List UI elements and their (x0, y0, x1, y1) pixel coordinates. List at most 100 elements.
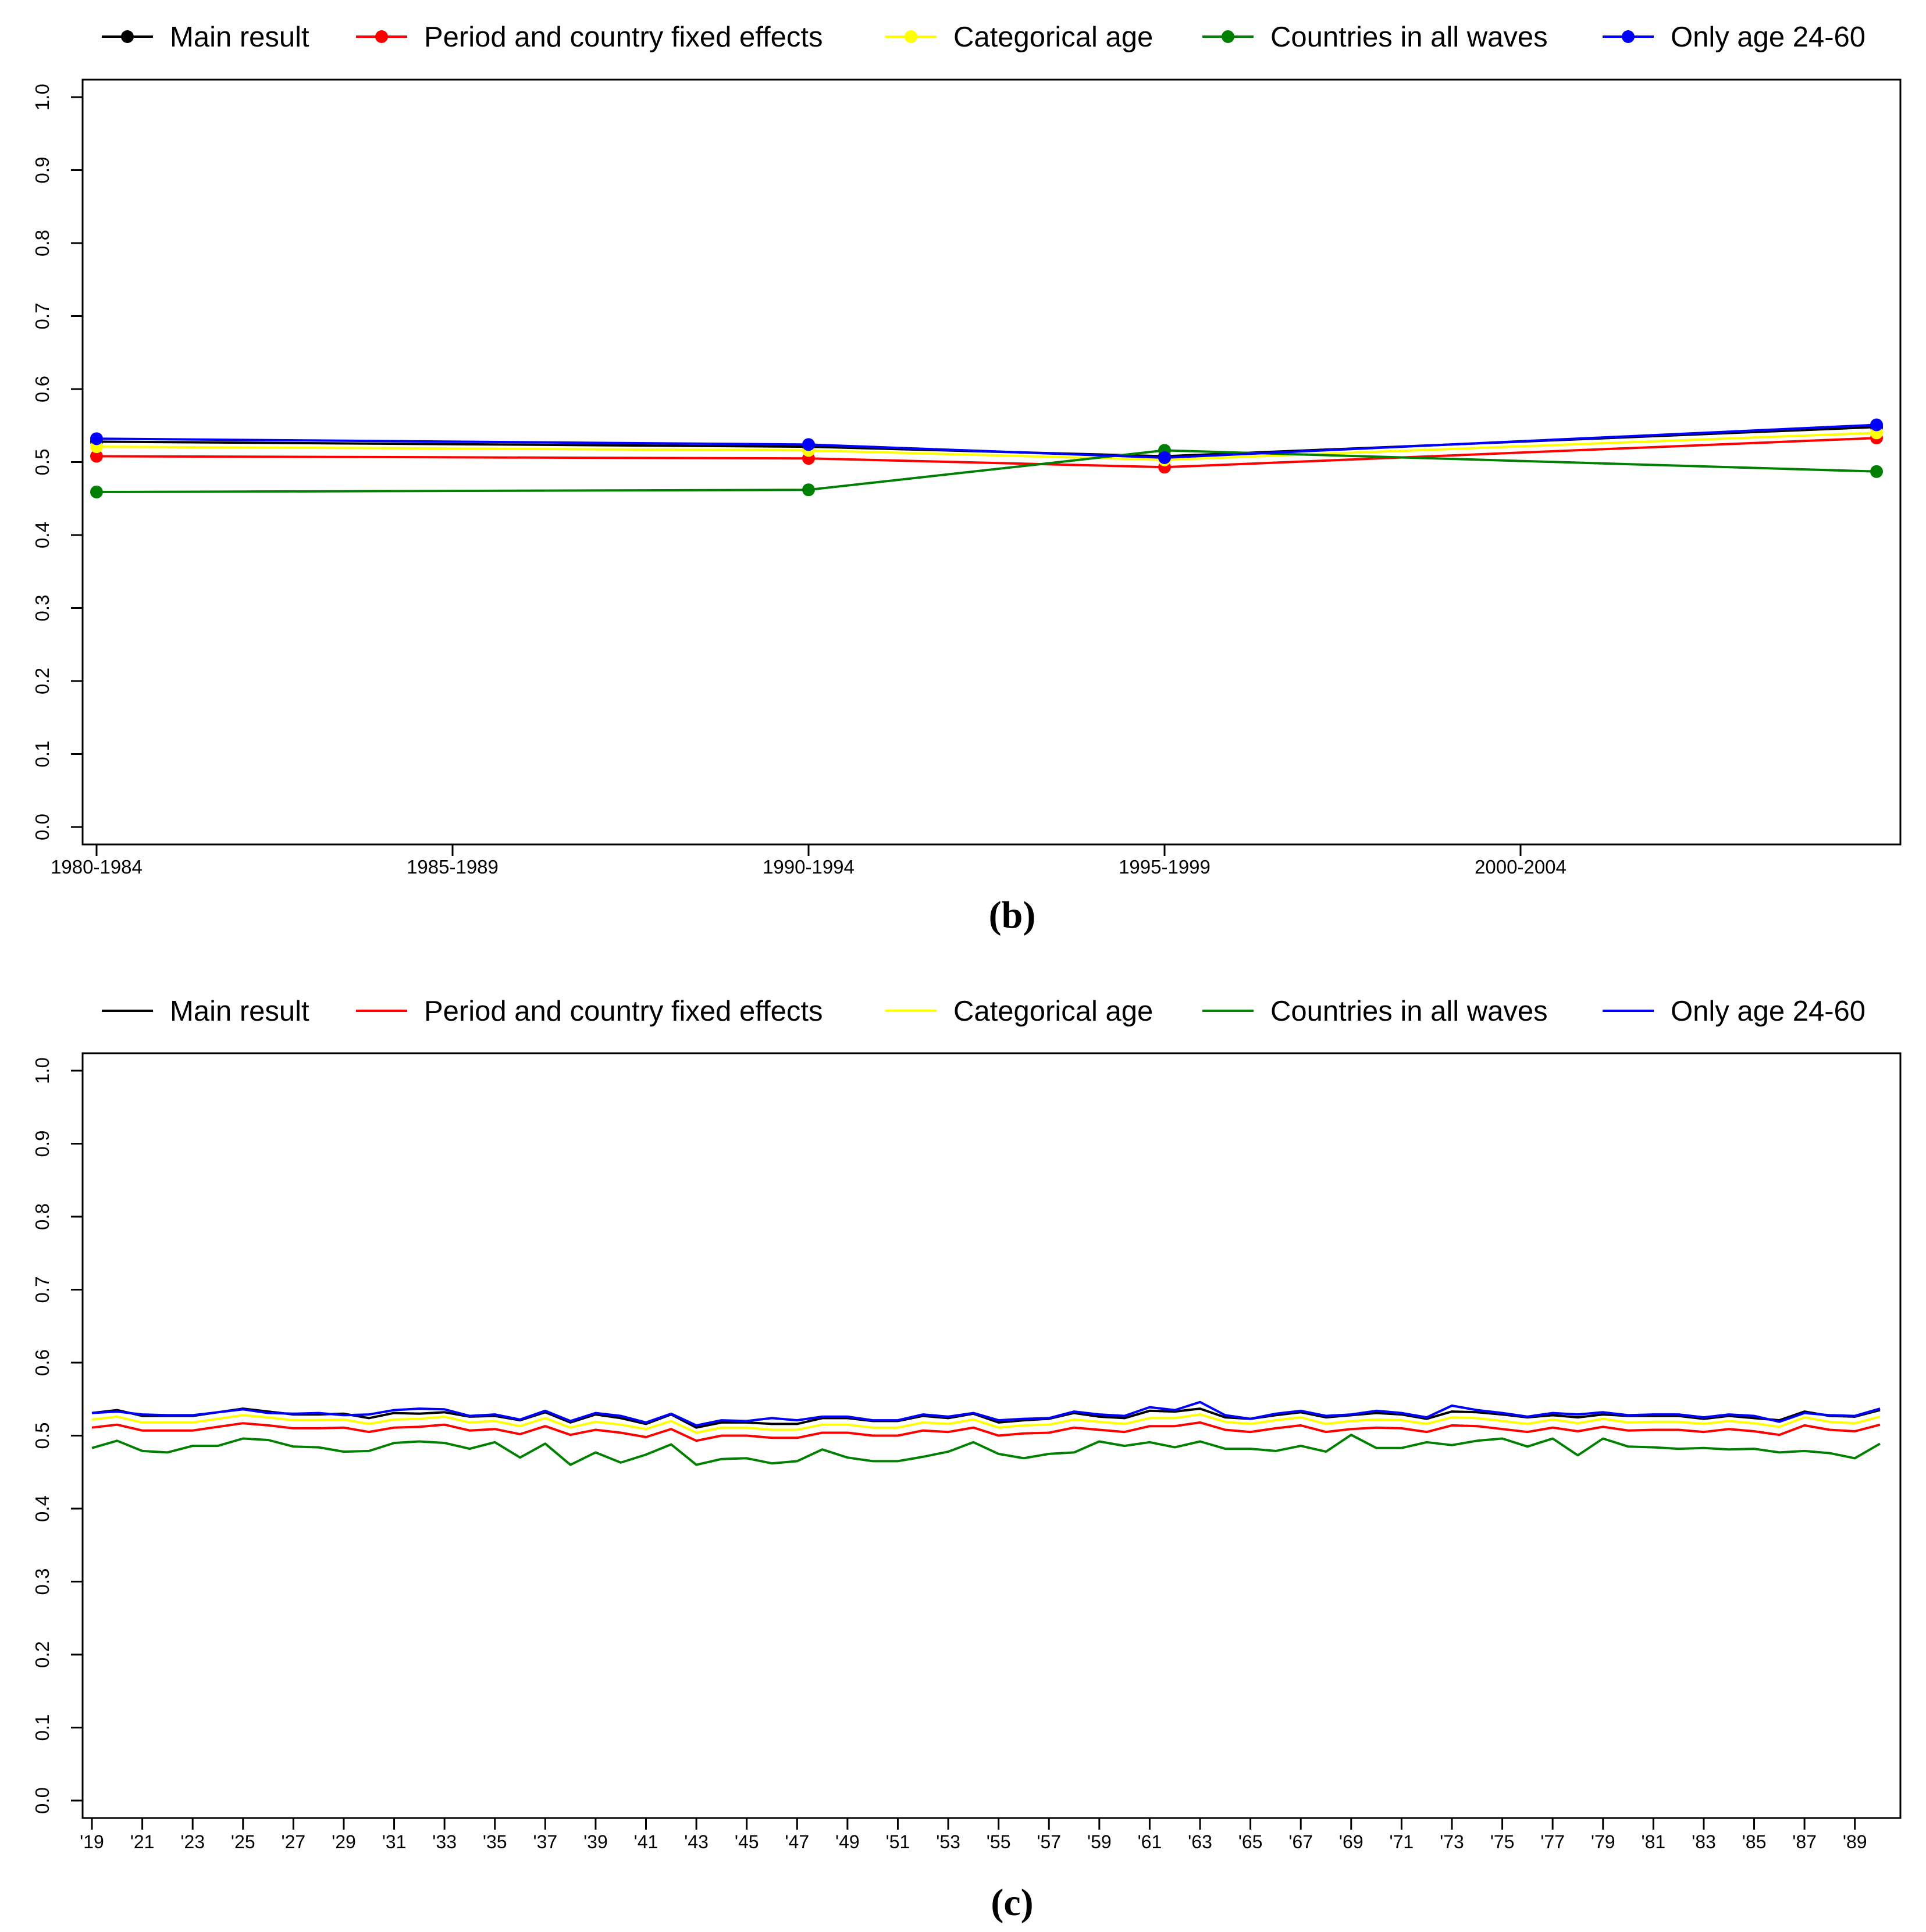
y-tick-label: 0.3 (31, 595, 53, 622)
x-axis: '19 '21 '23 '25 '27 '29 '31 '33 '35 '37 '39 '41 '43 '… (80, 1818, 1867, 1852)
legend-label: Only age 24-60 (1671, 22, 1866, 53)
legend-item: Only age 24-60 (1603, 996, 1866, 1027)
x-tick-label: '23 (180, 1831, 205, 1852)
x-tick-label: '43 (684, 1831, 709, 1852)
data-point (90, 432, 103, 445)
x-tick-label: '29 (332, 1831, 356, 1852)
chart-panel-b: Main result Period and country fixed effe… (31, 22, 1902, 936)
x-tick-label: '27 (282, 1831, 306, 1852)
series-line (96, 449, 1877, 493)
x-tick-label: '89 (1843, 1831, 1867, 1852)
y-tick-label: 0.4 (31, 1495, 53, 1522)
x-tick-label: '77 (1540, 1831, 1565, 1852)
data-point (802, 483, 815, 497)
legend-marker (905, 30, 917, 43)
legend-label: Period and country fixed effects (424, 996, 823, 1027)
legend-marker (375, 30, 388, 43)
data-point (1158, 451, 1171, 464)
legend-item: Main result (102, 996, 309, 1027)
x-tick-label: 1985-1989 (407, 856, 499, 878)
series-line (91, 1407, 1881, 1429)
panel-caption: (c) (991, 1881, 1033, 1924)
y-tick-label: 0.0 (31, 814, 53, 840)
legend-marker (121, 30, 134, 43)
y-axis: 0.0 0.1 0.2 0.3 0.4 0.5 0.6 0.7 0.8 0.9 1.0 (31, 84, 83, 840)
x-tick-label: '33 (432, 1831, 457, 1852)
data-point (90, 450, 103, 463)
legend-marker (1222, 30, 1234, 43)
legend-item: Period and country fixed effects (356, 22, 823, 53)
legend-label: Period and country fixed effects (424, 22, 823, 53)
series-line (96, 437, 1877, 469)
y-tick-label: 1.0 (31, 84, 53, 110)
x-tick-label: '65 (1238, 1831, 1263, 1852)
legend-item: Categorical age (885, 22, 1153, 53)
legend-label: Only age 24-60 (1671, 996, 1866, 1027)
legend-item: Period and country fixed effects (356, 996, 823, 1027)
x-tick-label: '87 (1792, 1831, 1817, 1852)
series-group (91, 1400, 1881, 1466)
series-line (96, 432, 1877, 461)
legend-label: Main result (170, 22, 309, 53)
series-line (91, 1413, 1881, 1434)
legend-label: Categorical age (953, 22, 1153, 53)
y-tick-label: 0.6 (31, 1349, 53, 1376)
series-line (91, 1434, 1881, 1466)
legend-label: Main result (170, 996, 309, 1027)
x-tick-label: '55 (987, 1831, 1011, 1852)
y-tick-label: 0.2 (31, 668, 53, 694)
y-tick-label: 0.8 (31, 230, 53, 256)
data-point (1870, 465, 1883, 478)
legend-item: Categorical age (885, 996, 1153, 1027)
x-tick-label: '85 (1742, 1831, 1767, 1852)
x-tick-label: '67 (1288, 1831, 1313, 1852)
x-tick-label: '83 (1692, 1831, 1716, 1852)
chart-panel-c: Main result Period and country fixed effe… (31, 996, 1902, 1924)
legend-label: Categorical age (953, 996, 1153, 1027)
series-line (91, 1421, 1881, 1442)
series-group (90, 418, 1883, 498)
y-tick-label: 0.1 (31, 741, 53, 768)
legend-label: Countries in all waves (1270, 22, 1548, 53)
data-point (802, 438, 815, 451)
legend-item: Only age 24-60 (1603, 22, 1866, 53)
x-axis: 1980-1984 1985-1989 1990-1994 1995-1999 2000… (51, 844, 1567, 878)
y-tick-label: 0.6 (31, 376, 53, 402)
panel-caption: (b) (989, 894, 1036, 936)
x-tick-label: '25 (231, 1831, 255, 1852)
y-tick-label: 0.0 (31, 1787, 53, 1814)
x-tick-label: '41 (634, 1831, 658, 1852)
y-tick-label: 0.8 (31, 1203, 53, 1230)
series-line (96, 423, 1877, 459)
x-tick-label: '51 (886, 1831, 910, 1852)
y-tick-label: 0.1 (31, 1714, 53, 1741)
x-tick-label: '37 (533, 1831, 557, 1852)
legend-marker (1622, 30, 1635, 43)
x-tick-label: '57 (1037, 1831, 1061, 1852)
plot-frame (81, 1052, 1902, 1819)
data-point (1870, 418, 1883, 432)
x-tick-label: 1980-1984 (51, 856, 143, 878)
x-tick-label: '19 (80, 1831, 104, 1852)
legend: Main result Period and country fixed effe… (102, 996, 1866, 1027)
y-tick-label: 0.2 (31, 1641, 53, 1668)
y-axis: 0.0 0.1 0.2 0.3 0.4 0.5 0.6 0.7 0.8 0.9 1.0 (31, 1057, 83, 1814)
x-tick-label: '81 (1641, 1831, 1665, 1852)
y-tick-label: 0.5 (31, 1423, 53, 1449)
legend-item: Main result (102, 22, 309, 53)
y-tick-label: 0.3 (31, 1569, 53, 1595)
legend: Main result Period and country fixed effe… (102, 22, 1866, 53)
x-tick-label: '59 (1087, 1831, 1112, 1852)
x-tick-label: '45 (735, 1831, 759, 1852)
x-tick-label: '69 (1339, 1831, 1363, 1852)
x-tick-label: 1990-1994 (763, 856, 855, 878)
y-tick-label: 0.9 (31, 157, 53, 184)
y-tick-label: 1.0 (31, 1057, 53, 1084)
x-tick-label: '79 (1591, 1831, 1615, 1852)
x-tick-label: '49 (835, 1831, 860, 1852)
x-tick-label: '31 (382, 1831, 407, 1852)
data-point (90, 485, 103, 498)
x-tick-label: 2000-2004 (1475, 856, 1567, 878)
x-tick-label: '71 (1390, 1831, 1414, 1852)
